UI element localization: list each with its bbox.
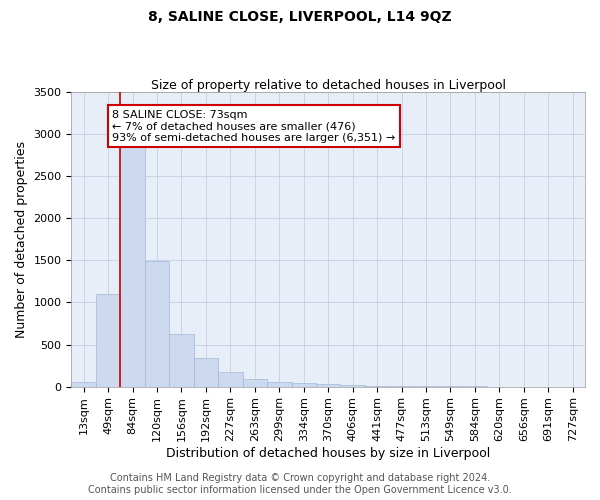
Title: Size of property relative to detached houses in Liverpool: Size of property relative to detached ho… <box>151 79 506 92</box>
X-axis label: Distribution of detached houses by size in Liverpool: Distribution of detached houses by size … <box>166 447 490 460</box>
Bar <box>316 384 340 386</box>
Y-axis label: Number of detached properties: Number of detached properties <box>15 141 28 338</box>
Bar <box>218 372 242 386</box>
Text: Contains HM Land Registry data © Crown copyright and database right 2024.
Contai: Contains HM Land Registry data © Crown c… <box>88 474 512 495</box>
Bar <box>96 294 121 386</box>
Bar <box>121 146 145 386</box>
Bar <box>267 382 292 386</box>
Bar <box>145 261 169 386</box>
Bar <box>194 358 218 386</box>
Bar <box>242 378 267 386</box>
Bar <box>71 382 96 386</box>
Bar <box>340 385 365 386</box>
Text: 8 SALINE CLOSE: 73sqm
← 7% of detached houses are smaller (476)
93% of semi-deta: 8 SALINE CLOSE: 73sqm ← 7% of detached h… <box>112 110 396 143</box>
Bar <box>169 334 194 386</box>
Bar <box>292 383 316 386</box>
Text: 8, SALINE CLOSE, LIVERPOOL, L14 9QZ: 8, SALINE CLOSE, LIVERPOOL, L14 9QZ <box>148 10 452 24</box>
